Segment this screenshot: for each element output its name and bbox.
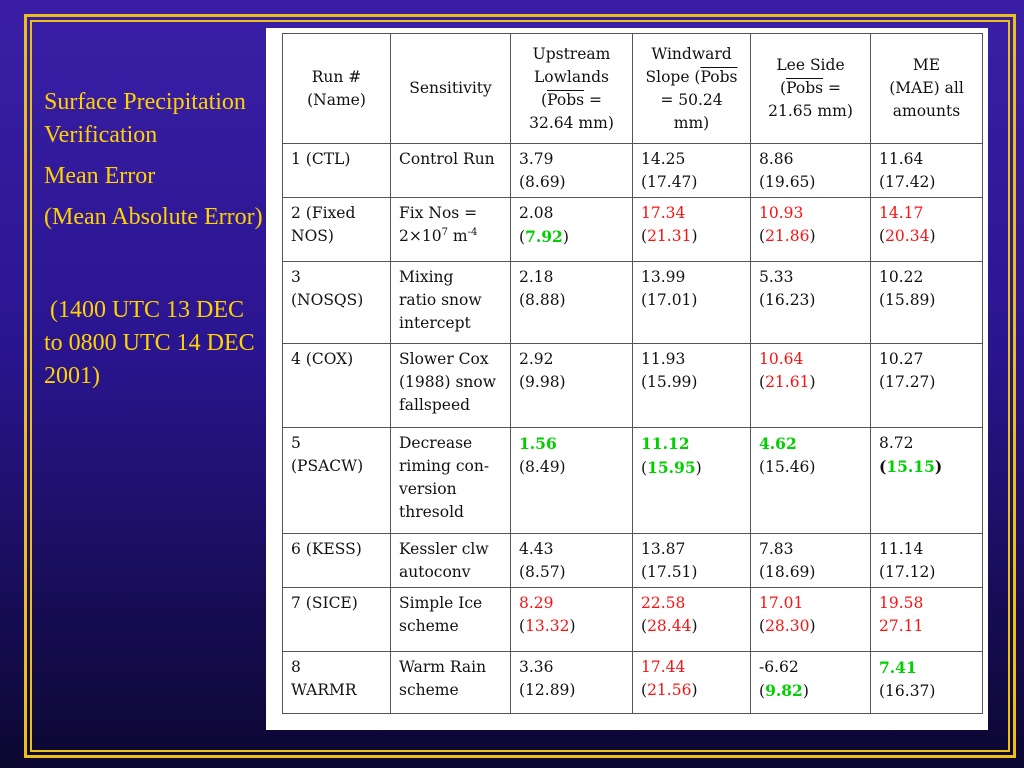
cell-lee: 4.62 (15.46) [750, 427, 871, 534]
table-row: 4 (COX) Slower Cox (1988) snow fallspeed 2… [282, 343, 983, 428]
cell-me: 11.64 (17.42) [870, 143, 983, 198]
cell-me: 8.72 (15.15) [870, 427, 983, 534]
cell-sensitivity: Simple Ice scheme [390, 587, 511, 652]
cell-me: 7.41 (16.37) [870, 651, 983, 714]
cell-sensitivity: Kessler clw autoconv [390, 533, 511, 588]
cell-upstream: 2.92 (9.98) [510, 343, 633, 428]
cell-upstream: 3.79 (8.69) [510, 143, 633, 198]
cell-windward: 13.99 (17.01) [632, 261, 751, 344]
cell-sensitivity: Slower Cox (1988) snow fallspeed [390, 343, 511, 428]
cell-upstream: 8.29 (13.32) [510, 587, 633, 652]
cell-run: 6 (KESS) [282, 533, 391, 588]
cell-me: 10.27 (17.27) [870, 343, 983, 428]
side-caption: Surface Precipitation Verification Mean … [44, 86, 268, 401]
caption-metric: Mean Error [44, 163, 156, 189]
table-row: 1 (CTL) Control Run 3.79 (8.69) 14.25 (17.… [282, 143, 983, 198]
cell-upstream: 2.08 (7.92) [510, 197, 633, 262]
cell-sensitivity: Control Run [390, 143, 511, 198]
cell-sensitivity: Mixing ratio snow intercept [390, 261, 511, 344]
cell-lee: 7.83 (18.69) [750, 533, 871, 588]
verification-table-panel: Run # (Name) Sensitivity Upstream Lowlands… [266, 28, 988, 730]
cell-me: 19.58 27.11 [870, 587, 983, 652]
outer-frame-border [24, 14, 1016, 758]
cell-me: 10.22 (15.89) [870, 261, 983, 344]
header-windward: Windward Slope (Pobs = 50.24 mm) [632, 33, 751, 144]
cell-me: 11.14 (17.12) [870, 533, 983, 588]
table-row: 5 (PSACW) Decrease riming con-version thres… [282, 427, 983, 534]
cell-windward: 17.44 (21.56) [632, 651, 751, 714]
header-run: Run # (Name) [282, 33, 391, 144]
cell-sensitivity: Decrease riming con-version thresold [390, 427, 511, 534]
cell-run: 5 (PSACW) [282, 427, 391, 534]
cell-run: 8 WARMR [282, 651, 391, 714]
cell-lee: 17.01 (28.30) [750, 587, 871, 652]
verification-table: Run # (Name) Sensitivity Upstream Lowlands… [282, 33, 983, 714]
table-row: 8 WARMR Warm Rain scheme 3.36 (12.89) 17.44… [282, 651, 983, 714]
inner-frame-border [30, 20, 1010, 752]
cell-upstream: 3.36 (12.89) [510, 651, 633, 714]
cell-windward: 14.25 (17.47) [632, 143, 751, 198]
cell-lee: 10.93 (21.86) [750, 197, 871, 262]
cell-upstream: 1.56 (8.49) [510, 427, 633, 534]
header-row: Run # (Name) Sensitivity Upstream Lowlands… [282, 33, 983, 144]
cell-run: 4 (COX) [282, 343, 391, 428]
header-upstream: Upstream Lowlands (Pobs = 32.64 mm) [510, 33, 633, 144]
cell-upstream: 4.43 (8.57) [510, 533, 633, 588]
table-row: 7 (SICE) Simple Ice scheme 8.29 (13.32) 22… [282, 587, 983, 652]
cell-sensitivity: Fix Nos = 2×107 m-4 [390, 197, 511, 262]
cell-run: 3 (NOSQS) [282, 261, 391, 344]
cell-windward: 17.34 (21.31) [632, 197, 751, 262]
caption-title: Surface Precipitation Verification [44, 89, 246, 148]
table-row: 2 (Fixed NOS) Fix Nos = 2×107 m-4 2.08 (7.9… [282, 197, 983, 262]
caption-metric-secondary: (Mean Absolute Error) [44, 204, 263, 230]
table-row: 3 (NOSQS) Mixing ratio snow intercept 2.18(… [282, 261, 983, 344]
cell-lee: -6.62 (9.82) [750, 651, 871, 714]
cell-run: 7 (SICE) [282, 587, 391, 652]
caption-period: (1400 UTC 13 DEC to 0800 UTC 14 DEC 2001… [44, 297, 261, 389]
cell-run: 1 (CTL) [282, 143, 391, 198]
header-me: ME (MAE) all amounts [870, 33, 983, 144]
cell-lee: 5.33 (16.23) [750, 261, 871, 344]
cell-windward: 11.93 (15.99) [632, 343, 751, 428]
cell-upstream: 2.18 (8.88) [510, 261, 633, 344]
table-row: 6 (KESS) Kessler clw autoconv 4.43 (8.57) … [282, 533, 983, 588]
cell-windward: 11.12 (15.95) [632, 427, 751, 534]
cell-sensitivity: Warm Rain scheme [390, 651, 511, 714]
cell-windward: 22.58 (28.44) [632, 587, 751, 652]
header-sensitivity: Sensitivity [390, 33, 511, 144]
cell-lee: 10.64 (21.61) [750, 343, 871, 428]
cell-me: 14.17 (20.34) [870, 197, 983, 262]
cell-lee: 8.86 (19.65) [750, 143, 871, 198]
cell-run: 2 (Fixed NOS) [282, 197, 391, 262]
header-lee: Lee Side (Pobs = 21.65 mm) [750, 33, 871, 144]
cell-windward: 13.87 (17.51) [632, 533, 751, 588]
